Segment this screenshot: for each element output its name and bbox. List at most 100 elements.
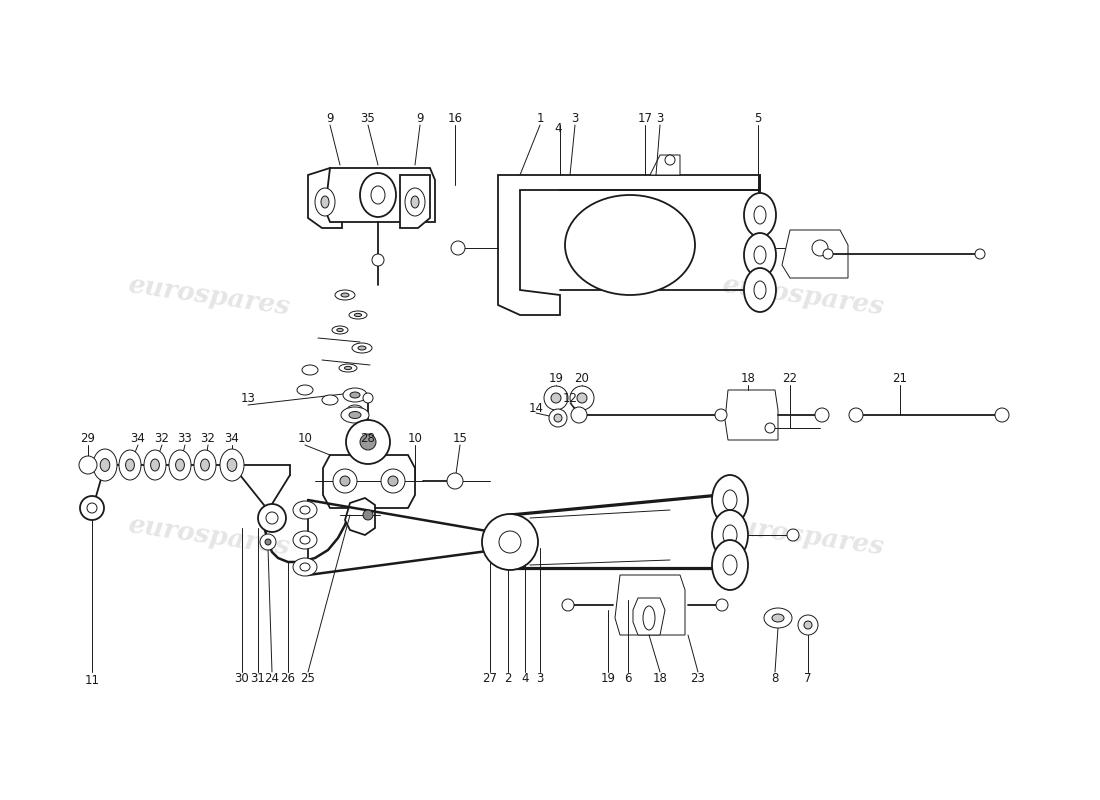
Text: 12: 12 [562,391,578,405]
Ellipse shape [125,459,134,471]
Ellipse shape [754,281,766,299]
Text: 20: 20 [574,371,590,385]
Text: 14: 14 [528,402,543,414]
Text: 4: 4 [554,122,562,134]
Circle shape [823,249,833,259]
Text: 27: 27 [483,671,497,685]
Circle shape [996,408,1009,422]
Ellipse shape [360,173,396,217]
Circle shape [562,599,574,611]
Text: 31: 31 [251,671,265,685]
Polygon shape [498,175,760,315]
Ellipse shape [339,364,358,372]
Circle shape [570,386,594,410]
Ellipse shape [358,346,366,350]
Ellipse shape [220,449,244,481]
Ellipse shape [300,563,310,571]
Text: 34: 34 [224,431,240,445]
Ellipse shape [744,268,775,312]
Text: 3: 3 [537,671,543,685]
Text: 24: 24 [264,671,279,685]
Polygon shape [632,598,666,635]
Ellipse shape [712,540,748,590]
Text: 35: 35 [361,111,375,125]
Text: 16: 16 [448,111,462,125]
Circle shape [764,423,776,433]
Text: 11: 11 [85,674,99,686]
Circle shape [265,539,271,545]
Ellipse shape [119,450,141,480]
Ellipse shape [322,395,338,405]
Polygon shape [345,498,375,535]
Circle shape [372,254,384,266]
Circle shape [360,434,376,450]
Text: 19: 19 [601,671,616,685]
Polygon shape [615,575,685,635]
Ellipse shape [293,531,317,549]
Text: 33: 33 [177,431,192,445]
Text: eurospares: eurospares [720,272,886,320]
Text: 13: 13 [241,391,255,405]
Ellipse shape [337,328,343,331]
Circle shape [544,386,568,410]
Circle shape [786,529,799,541]
Polygon shape [323,455,415,508]
Ellipse shape [411,196,419,208]
Ellipse shape [723,525,737,545]
Circle shape [812,240,828,256]
Circle shape [549,409,566,427]
Ellipse shape [644,606,654,630]
Polygon shape [725,390,778,440]
Ellipse shape [343,388,367,402]
Ellipse shape [176,459,185,471]
Text: 10: 10 [298,431,312,445]
Polygon shape [782,230,848,278]
Polygon shape [308,168,342,228]
Text: 1: 1 [537,111,543,125]
Circle shape [451,241,465,255]
Text: 26: 26 [280,671,296,685]
Ellipse shape [341,407,368,423]
Circle shape [79,456,97,474]
Ellipse shape [200,459,209,471]
Ellipse shape [405,188,425,216]
Text: 18: 18 [740,371,756,385]
Polygon shape [324,168,435,222]
Text: 22: 22 [782,371,797,385]
Circle shape [571,407,587,423]
Ellipse shape [354,314,362,317]
Ellipse shape [349,311,367,319]
Text: 9: 9 [327,111,333,125]
Ellipse shape [754,206,766,224]
Circle shape [551,393,561,403]
Ellipse shape [321,196,329,208]
Ellipse shape [94,449,117,481]
Text: 23: 23 [691,671,705,685]
Ellipse shape [565,195,695,295]
Ellipse shape [144,450,166,480]
Ellipse shape [712,510,748,560]
Circle shape [554,414,562,422]
Ellipse shape [349,411,361,418]
Ellipse shape [341,293,349,297]
Text: 2: 2 [504,671,512,685]
Text: 3: 3 [571,111,579,125]
Text: 28: 28 [361,431,375,445]
Circle shape [80,496,104,520]
Circle shape [716,599,728,611]
Text: 25: 25 [300,671,316,685]
Text: 32: 32 [155,431,169,445]
Circle shape [715,409,727,421]
Circle shape [87,503,97,513]
Circle shape [388,476,398,486]
Ellipse shape [151,459,160,471]
Circle shape [975,249,984,259]
Ellipse shape [336,290,355,300]
Ellipse shape [723,555,737,575]
Ellipse shape [194,450,216,480]
Text: 10: 10 [408,431,422,445]
Circle shape [666,155,675,165]
Circle shape [499,531,521,553]
Text: 4: 4 [521,671,529,685]
Text: eurospares: eurospares [126,272,292,320]
